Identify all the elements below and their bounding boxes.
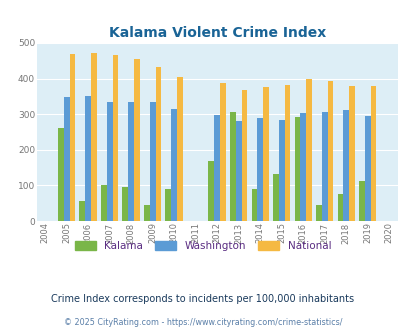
Text: © 2025 CityRating.com - https://www.cityrating.com/crime-statistics/: © 2025 CityRating.com - https://www.city… bbox=[64, 318, 341, 327]
Bar bbox=[122, 187, 128, 221]
Bar bbox=[235, 121, 241, 221]
Title: Kalama Violent Crime Index: Kalama Violent Crime Index bbox=[108, 26, 325, 40]
Bar bbox=[278, 119, 284, 221]
Bar bbox=[251, 189, 257, 221]
Bar bbox=[294, 117, 300, 221]
Bar bbox=[149, 102, 155, 221]
Bar bbox=[321, 112, 327, 221]
Bar bbox=[79, 201, 85, 221]
Bar bbox=[214, 115, 220, 221]
Bar bbox=[241, 90, 247, 221]
Bar bbox=[337, 194, 343, 221]
Bar bbox=[107, 102, 112, 221]
Bar bbox=[220, 83, 225, 221]
Text: Crime Index corresponds to incidents per 100,000 inhabitants: Crime Index corresponds to incidents per… bbox=[51, 294, 354, 304]
Bar bbox=[348, 86, 354, 221]
Bar bbox=[315, 205, 321, 221]
Bar bbox=[272, 174, 278, 221]
Bar bbox=[144, 205, 149, 221]
Bar bbox=[343, 110, 348, 221]
Bar bbox=[262, 87, 268, 221]
Legend: Kalama, Washington, National: Kalama, Washington, National bbox=[70, 237, 335, 255]
Bar bbox=[358, 181, 364, 221]
Bar bbox=[155, 67, 161, 221]
Bar bbox=[305, 79, 311, 221]
Bar bbox=[85, 96, 91, 221]
Bar bbox=[64, 97, 69, 221]
Bar bbox=[165, 189, 171, 221]
Bar bbox=[69, 54, 75, 221]
Bar bbox=[364, 116, 370, 221]
Bar bbox=[177, 77, 183, 221]
Bar bbox=[91, 52, 97, 221]
Bar bbox=[327, 81, 333, 221]
Bar bbox=[284, 84, 290, 221]
Bar bbox=[101, 185, 107, 221]
Bar bbox=[112, 55, 118, 221]
Bar bbox=[208, 161, 214, 221]
Bar bbox=[257, 118, 262, 221]
Bar bbox=[230, 113, 235, 221]
Bar bbox=[171, 109, 177, 221]
Bar bbox=[370, 86, 375, 221]
Bar bbox=[58, 128, 64, 221]
Bar bbox=[134, 59, 140, 221]
Bar bbox=[128, 102, 134, 221]
Bar bbox=[300, 113, 305, 221]
